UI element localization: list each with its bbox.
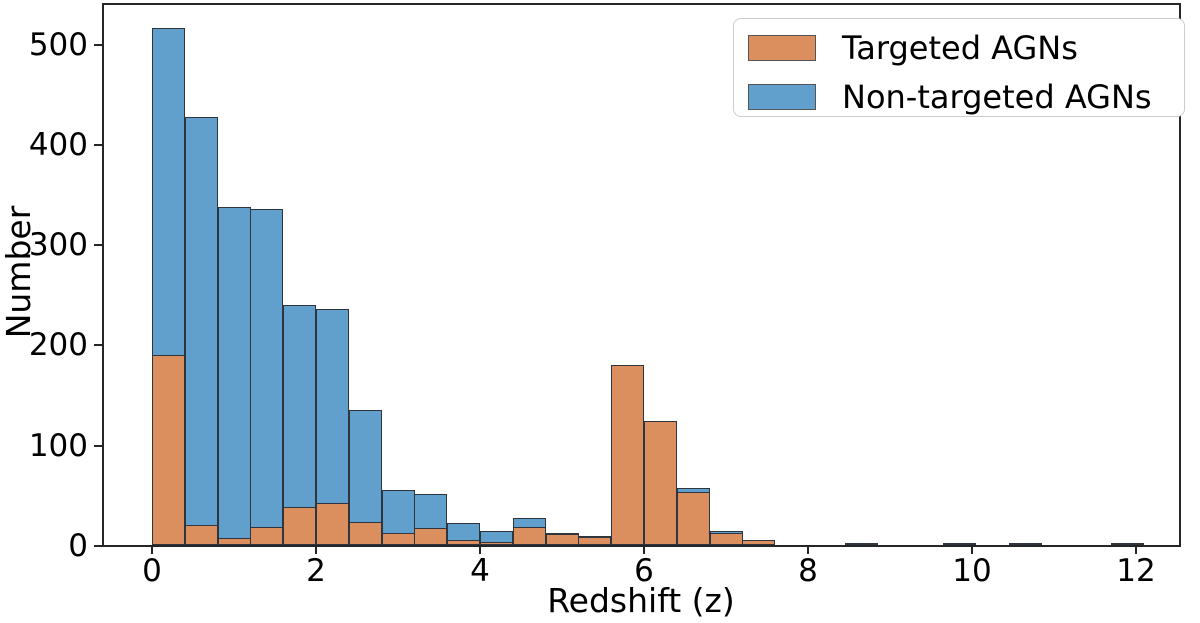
histogram-bar-targeted-agns: [185, 525, 218, 545]
histogram-bar-non-targeted-agns: [1009, 543, 1042, 545]
histogram-bar-targeted-agns: [218, 538, 251, 545]
y-tick-label: 100: [28, 428, 88, 464]
y-axis-label: Number: [0, 205, 38, 339]
histogram-bar-non-targeted-agns: [185, 117, 218, 545]
histogram-bar-non-targeted-agns: [845, 543, 878, 545]
x-tick-mark: [807, 547, 809, 554]
x-tick-label: 8: [798, 553, 818, 589]
y-tick-mark: [94, 144, 102, 146]
y-tick-mark: [94, 445, 102, 447]
x-tick-label: 4: [470, 553, 490, 589]
x-tick-label: 0: [142, 553, 162, 589]
histogram-bar-targeted-agns: [611, 365, 644, 545]
x-tick-label: 10: [952, 553, 992, 589]
histogram-bar-non-targeted-agns: [283, 305, 316, 545]
histogram-bar-targeted-agns: [152, 355, 185, 545]
histogram-bar-non-targeted-agns: [1111, 543, 1144, 545]
histogram-bar-non-targeted-agns: [943, 543, 976, 545]
histogram-bar-targeted-agns: [710, 533, 743, 545]
histogram-bar-targeted-agns: [250, 527, 283, 545]
x-tick-mark: [1135, 547, 1137, 554]
histogram-bar-targeted-agns: [414, 528, 447, 545]
legend-swatch-targeted-agns: [748, 35, 816, 61]
histogram-bar-targeted-agns: [447, 540, 480, 545]
y-tick-label: 300: [28, 227, 88, 263]
histogram-bar-targeted-agns: [480, 542, 513, 545]
histogram-bar-targeted-agns: [578, 537, 611, 545]
histogram-bar-non-targeted-agns: [250, 209, 283, 545]
x-tick-mark: [479, 547, 481, 554]
y-tick-mark: [94, 545, 102, 547]
x-tick-label: 12: [1116, 553, 1156, 589]
x-tick-mark: [151, 547, 153, 554]
histogram-bar-non-targeted-agns: [218, 207, 251, 545]
legend-swatch-non-targeted-agns: [748, 84, 816, 110]
histogram-bar-targeted-agns: [382, 533, 415, 545]
y-tick-mark: [94, 344, 102, 346]
histogram-bar-targeted-agns: [742, 540, 775, 545]
histogram-bar-targeted-agns: [677, 492, 710, 545]
histogram-bar-targeted-agns: [283, 507, 316, 545]
y-tick-mark: [94, 44, 102, 46]
histogram-bar-targeted-agns: [316, 503, 349, 545]
legend-label-non-targeted-agns: Non-targeted AGNs: [842, 78, 1152, 116]
x-tick-label: 2: [306, 553, 326, 589]
legend-label-targeted-agns: Targeted AGNs: [842, 29, 1078, 67]
x-tick-mark: [315, 547, 317, 554]
y-tick-mark: [94, 244, 102, 246]
y-tick-label: 500: [28, 27, 88, 63]
histogram-bar-targeted-agns: [513, 527, 546, 545]
x-tick-label: 6: [634, 553, 654, 589]
histogram-bar-targeted-agns: [644, 421, 677, 545]
y-tick-label: 400: [28, 127, 88, 163]
x-tick-mark: [971, 547, 973, 554]
histogram-bar-targeted-agns: [349, 522, 382, 545]
x-axis-label: Redshift (z): [547, 581, 735, 620]
y-tick-label: 200: [28, 327, 88, 363]
y-tick-label: 0: [68, 528, 88, 564]
x-tick-mark: [643, 547, 645, 554]
histogram-bar-targeted-agns: [546, 534, 579, 545]
legend: Targeted AGNs Non-targeted AGNs: [733, 18, 1185, 117]
